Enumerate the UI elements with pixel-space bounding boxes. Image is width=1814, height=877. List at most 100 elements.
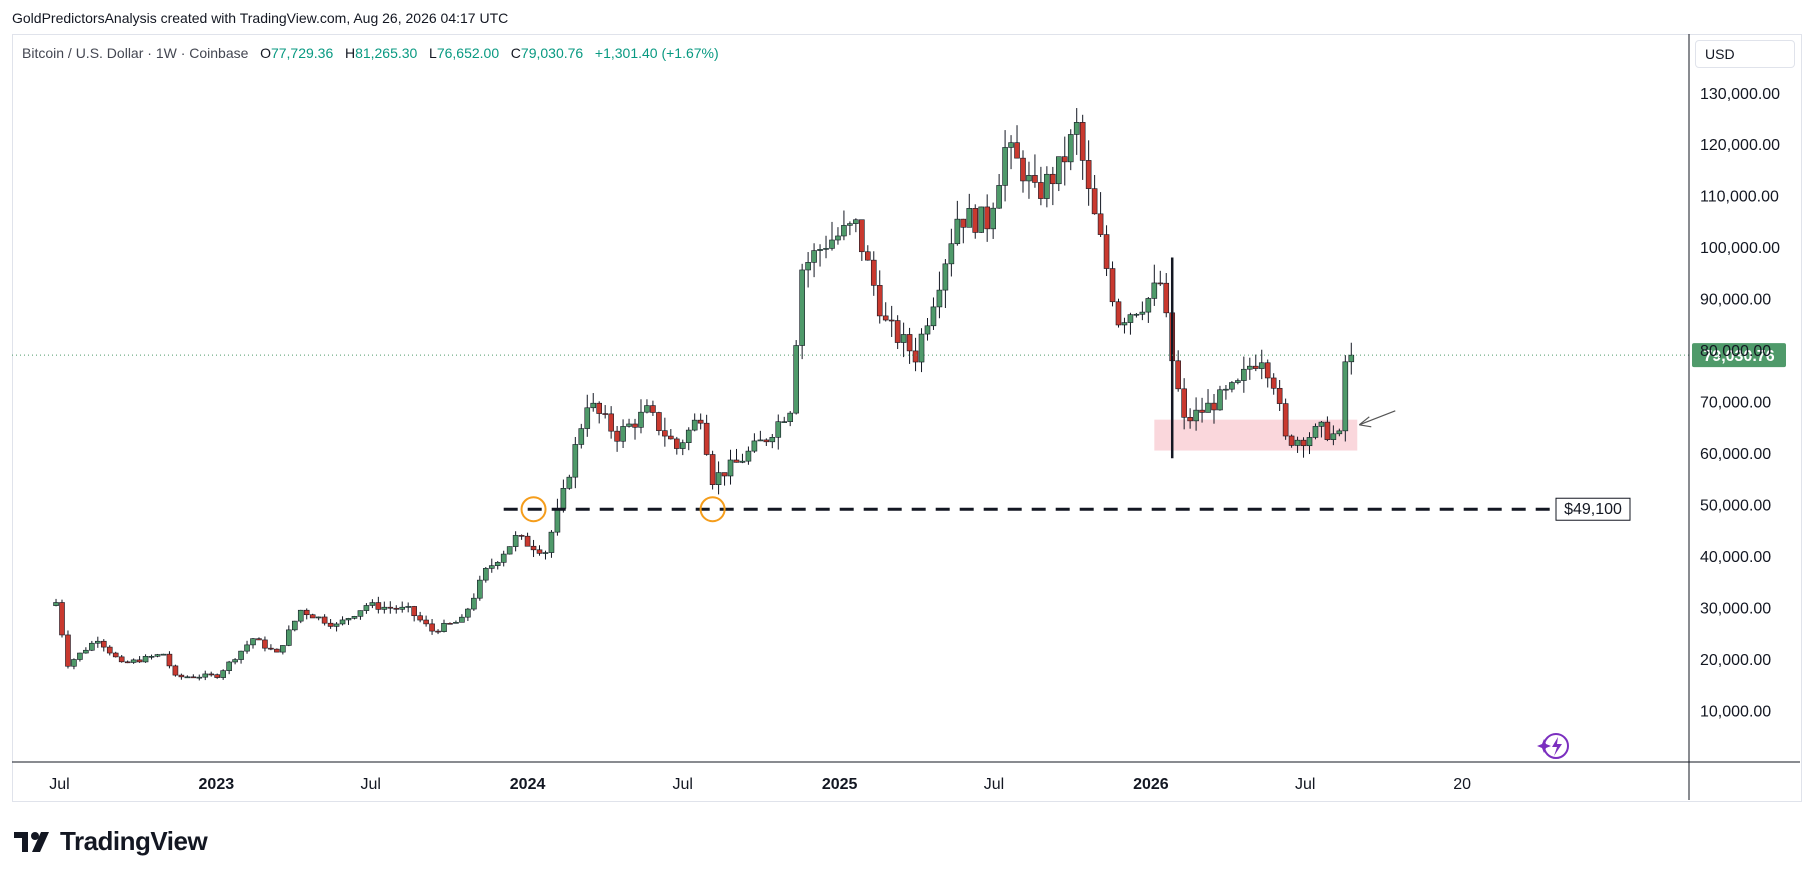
price-axis-label: 100,000.00 — [1700, 240, 1780, 257]
candle-down — [327, 622, 334, 627]
candle-up — [590, 402, 597, 409]
candle-down — [417, 615, 423, 621]
candle-up — [685, 429, 692, 443]
candle-up — [1342, 361, 1349, 432]
lightning-icon — [1552, 737, 1562, 756]
candle-up — [775, 421, 782, 438]
candle-down — [697, 419, 704, 424]
candle-up — [280, 645, 286, 653]
candle-up — [244, 644, 250, 652]
candle-up — [220, 670, 226, 678]
candle-down — [876, 285, 883, 317]
candle-up — [465, 608, 471, 618]
candle-up — [291, 620, 298, 631]
candle-up — [1133, 313, 1140, 316]
candle-up — [572, 444, 579, 478]
candle-down — [632, 423, 638, 428]
candle-down — [763, 439, 770, 443]
candle-down — [1264, 362, 1271, 379]
candle-down — [65, 634, 71, 667]
candle-up — [1026, 175, 1032, 182]
change-value: +1,301.40 (+1.67%) — [594, 45, 719, 61]
candle-down — [733, 459, 740, 463]
candle-up — [95, 640, 101, 644]
candle-down — [602, 413, 608, 415]
candle-up — [1151, 282, 1158, 299]
candle-up — [160, 653, 167, 656]
candle-down — [524, 535, 531, 547]
candle-up — [71, 659, 77, 667]
annotation-layer: $49,100 79,030.76 — [12, 257, 1786, 759]
candle-up — [1318, 421, 1325, 427]
candle-down — [447, 622, 453, 625]
candle-up — [297, 609, 304, 622]
support-label: $49,100 — [1564, 501, 1622, 518]
candle-up — [936, 289, 943, 308]
candle-down — [59, 602, 65, 636]
candle-up — [399, 606, 406, 610]
candle-down — [118, 656, 125, 663]
candle-down — [1038, 182, 1044, 199]
currency-selector[interactable]: USD — [1695, 40, 1795, 68]
symbol-label[interactable]: Bitcoin / U.S. Dollar · 1W · Coinbase — [22, 45, 249, 61]
candle-up — [1139, 311, 1146, 315]
candle-up — [130, 659, 137, 663]
candle-up — [1258, 362, 1265, 369]
candle-up — [817, 249, 823, 251]
price-axis-label: 90,000.00 — [1700, 292, 1771, 309]
candle-up — [751, 440, 758, 452]
arrow-line — [1359, 410, 1396, 426]
candle-up — [494, 562, 501, 566]
candle-up — [1002, 147, 1008, 186]
candle-up — [89, 642, 95, 651]
candle-down — [1276, 387, 1283, 404]
candle-up — [1294, 439, 1301, 446]
candle-down — [608, 413, 614, 432]
candle-down — [703, 422, 710, 455]
candle-up — [554, 508, 561, 533]
candle-up — [1306, 437, 1313, 447]
candle-up — [1205, 402, 1211, 413]
candle-up — [542, 552, 549, 554]
candle-down — [1014, 142, 1020, 159]
candle-up — [781, 421, 788, 423]
candle-up — [942, 263, 949, 291]
candle-up — [930, 306, 937, 327]
candle-up — [823, 248, 829, 250]
candle-up — [1193, 409, 1199, 422]
candle-down — [972, 208, 979, 233]
candle-up — [584, 407, 591, 429]
candle-down — [1211, 402, 1217, 411]
candle-up — [363, 605, 370, 611]
candle-up — [793, 345, 799, 414]
support-label-box — [1555, 497, 1631, 521]
candle-down — [262, 639, 268, 649]
candle-up — [351, 616, 358, 619]
candle-up — [620, 426, 626, 442]
candle-up — [966, 208, 973, 228]
candle-down — [1163, 282, 1170, 314]
candle-up — [1336, 430, 1343, 435]
candle-down — [656, 412, 662, 431]
candle-up — [184, 676, 191, 679]
candle-up — [578, 428, 585, 445]
candle-up — [1127, 314, 1134, 323]
candle-down — [1079, 122, 1086, 161]
candle-up — [918, 333, 925, 363]
price-axis-label: 10,000.00 — [1700, 704, 1771, 721]
candle-down — [1270, 377, 1277, 389]
candle-up — [954, 218, 961, 245]
candle-up — [196, 676, 203, 679]
candle-down — [1103, 234, 1110, 269]
candle-down — [166, 653, 173, 667]
candle-down — [1282, 403, 1289, 437]
time-axis-label: 2026 — [1133, 776, 1169, 793]
candle-down — [668, 435, 674, 440]
candle-down — [859, 219, 865, 253]
candle-up — [369, 602, 376, 606]
candle-up — [1235, 380, 1241, 383]
candle-up — [626, 423, 632, 427]
tradingview-logo[interactable]: TradingView — [14, 826, 208, 857]
candle-up — [853, 219, 859, 224]
